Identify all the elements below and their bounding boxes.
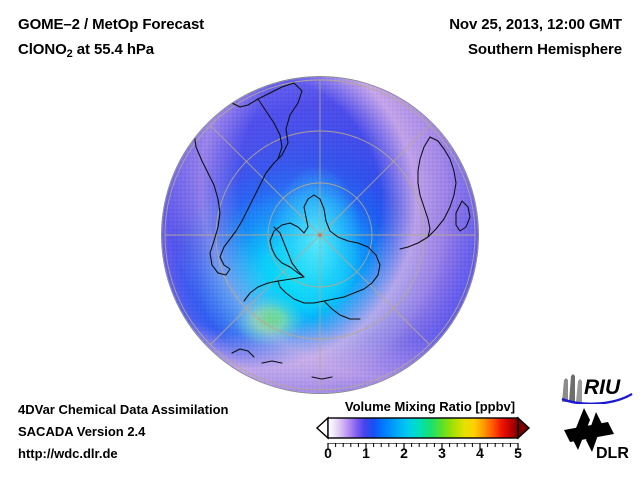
colorbar-tick-1: 1 [362, 445, 370, 461]
colorbar-title: Volume Mixing Ratio [ppbv] [344, 399, 516, 414]
colorbar-low-extend-arrow [315, 416, 329, 440]
species-name: ClONO [18, 41, 67, 58]
globe-map-panel [162, 77, 478, 393]
coastline-overlay [193, 82, 475, 380]
instrument-title: GOME–2 / MetOp Forecast [18, 16, 205, 33]
colorbar-tick-5: 5 [514, 445, 522, 461]
colorbar-ticks [315, 438, 531, 450]
south-pole-marker [317, 232, 323, 238]
data-center-url[interactable]: http://wdc.dlr.de [18, 446, 118, 461]
species-title: ClONO2 at 55.4 hPa [18, 41, 154, 60]
hemisphere-label: Southern Hemisphere [468, 41, 622, 58]
svg-text:DLR: DLR [596, 445, 629, 462]
dlr-mark-icon [564, 408, 614, 452]
colorbar-tick-3: 3 [438, 445, 446, 461]
colorbar-tick-labels: 0 1 2 3 4 5 [315, 445, 531, 465]
orthographic-globe [162, 77, 478, 393]
riu-chimney-icon [562, 374, 582, 402]
dlr-logo: DLR [562, 406, 634, 462]
species-level: at 55.4 hPa [72, 41, 155, 58]
svg-text:RIU: RIU [584, 376, 621, 399]
colorbar [315, 416, 531, 440]
assimilation-method: 4DVar Chemical Data Assimilation [18, 402, 229, 417]
riu-logo: RIU [558, 372, 634, 405]
species-subscript: 2 [66, 48, 73, 60]
colorbar-tick-2: 2 [400, 445, 408, 461]
software-version: SACADA Version 2.4 [18, 424, 146, 439]
colorbar-tick-4: 4 [476, 445, 484, 461]
colorbar-tick-0: 0 [324, 445, 332, 461]
colorbar-high-extend-arrow [517, 416, 531, 440]
colorbar-gradient [327, 417, 519, 439]
forecast-datetime: Nov 25, 2013, 12:00 GMT [449, 16, 622, 33]
